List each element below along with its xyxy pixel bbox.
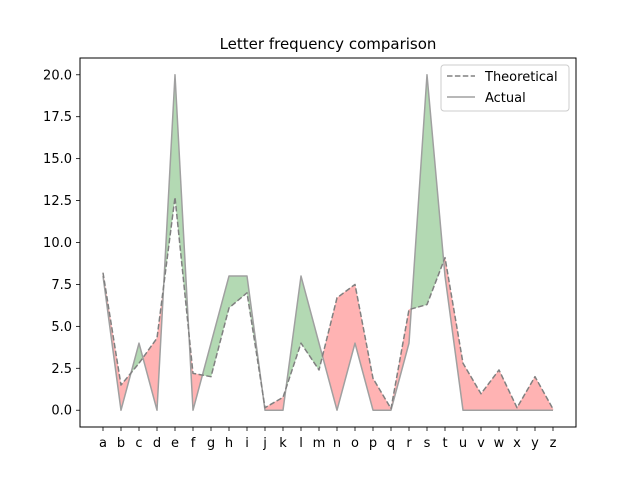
y-tick-label-7.5: 7.5	[51, 278, 72, 293]
x-tick-label-x: x	[513, 436, 521, 451]
y-tick-label-0.0: 0.0	[51, 404, 72, 419]
x-tick-label-o: o	[351, 436, 359, 451]
x-tick-label-g: g	[207, 436, 215, 451]
x-tick-label-e: e	[171, 436, 179, 451]
x-tick-label-a: a	[99, 436, 107, 451]
x-tick-label-n: n	[333, 436, 341, 451]
series-line-theoretical	[102, 196, 554, 410]
x-tick-label-y: y	[531, 436, 539, 451]
y-tick-label-12.5: 12.5	[43, 194, 72, 209]
x-tick-label-i: i	[245, 436, 249, 451]
x-tick-label-w: w	[494, 436, 505, 451]
x-tick-label-d: d	[153, 436, 161, 451]
x-tick-label-t: t	[442, 436, 447, 451]
x-tick-label-c: c	[135, 436, 142, 451]
y-tick-label-17.5: 17.5	[43, 110, 72, 125]
series-line-actual	[102, 74, 553, 411]
x-tick-label-p: p	[369, 436, 377, 451]
legend-label-actual: Actual	[485, 91, 526, 106]
x-tick-label-j: j	[262, 436, 267, 451]
x-tick-label-f: f	[191, 436, 196, 451]
y-axis: 0.0 2.5 5.0 7.5 10.0 12.5 15.0 17.5 20.0	[43, 68, 80, 419]
legend-label-theoretical: Theoretical	[484, 70, 558, 85]
y-tick-label-15.0: 15.0	[43, 152, 72, 167]
y-tick-label-20.0: 20.0	[43, 68, 72, 83]
x-tick-label-m: m	[313, 436, 326, 451]
x-tick-label-q: q	[387, 436, 395, 451]
chart-title: Letter frequency comparison	[220, 35, 437, 53]
x-tick-label-h: h	[225, 436, 233, 451]
x-tick-label-r: r	[406, 436, 412, 451]
legend: Theoretical Actual	[440, 64, 570, 112]
series-lines	[102, 74, 554, 411]
x-tick-label-k: k	[279, 436, 287, 451]
x-tick-label-s: s	[424, 436, 431, 451]
x-tick-label-b: b	[117, 436, 125, 451]
x-tick-label-l: l	[299, 436, 303, 451]
x-tick-label-u: u	[459, 436, 467, 451]
y-tick-label-2.5: 2.5	[51, 362, 72, 377]
y-tick-label-10.0: 10.0	[43, 236, 72, 251]
y-tick-label-5.0: 5.0	[51, 320, 72, 335]
x-tick-label-z: z	[550, 436, 557, 451]
x-tick-label-v: v	[477, 436, 485, 451]
